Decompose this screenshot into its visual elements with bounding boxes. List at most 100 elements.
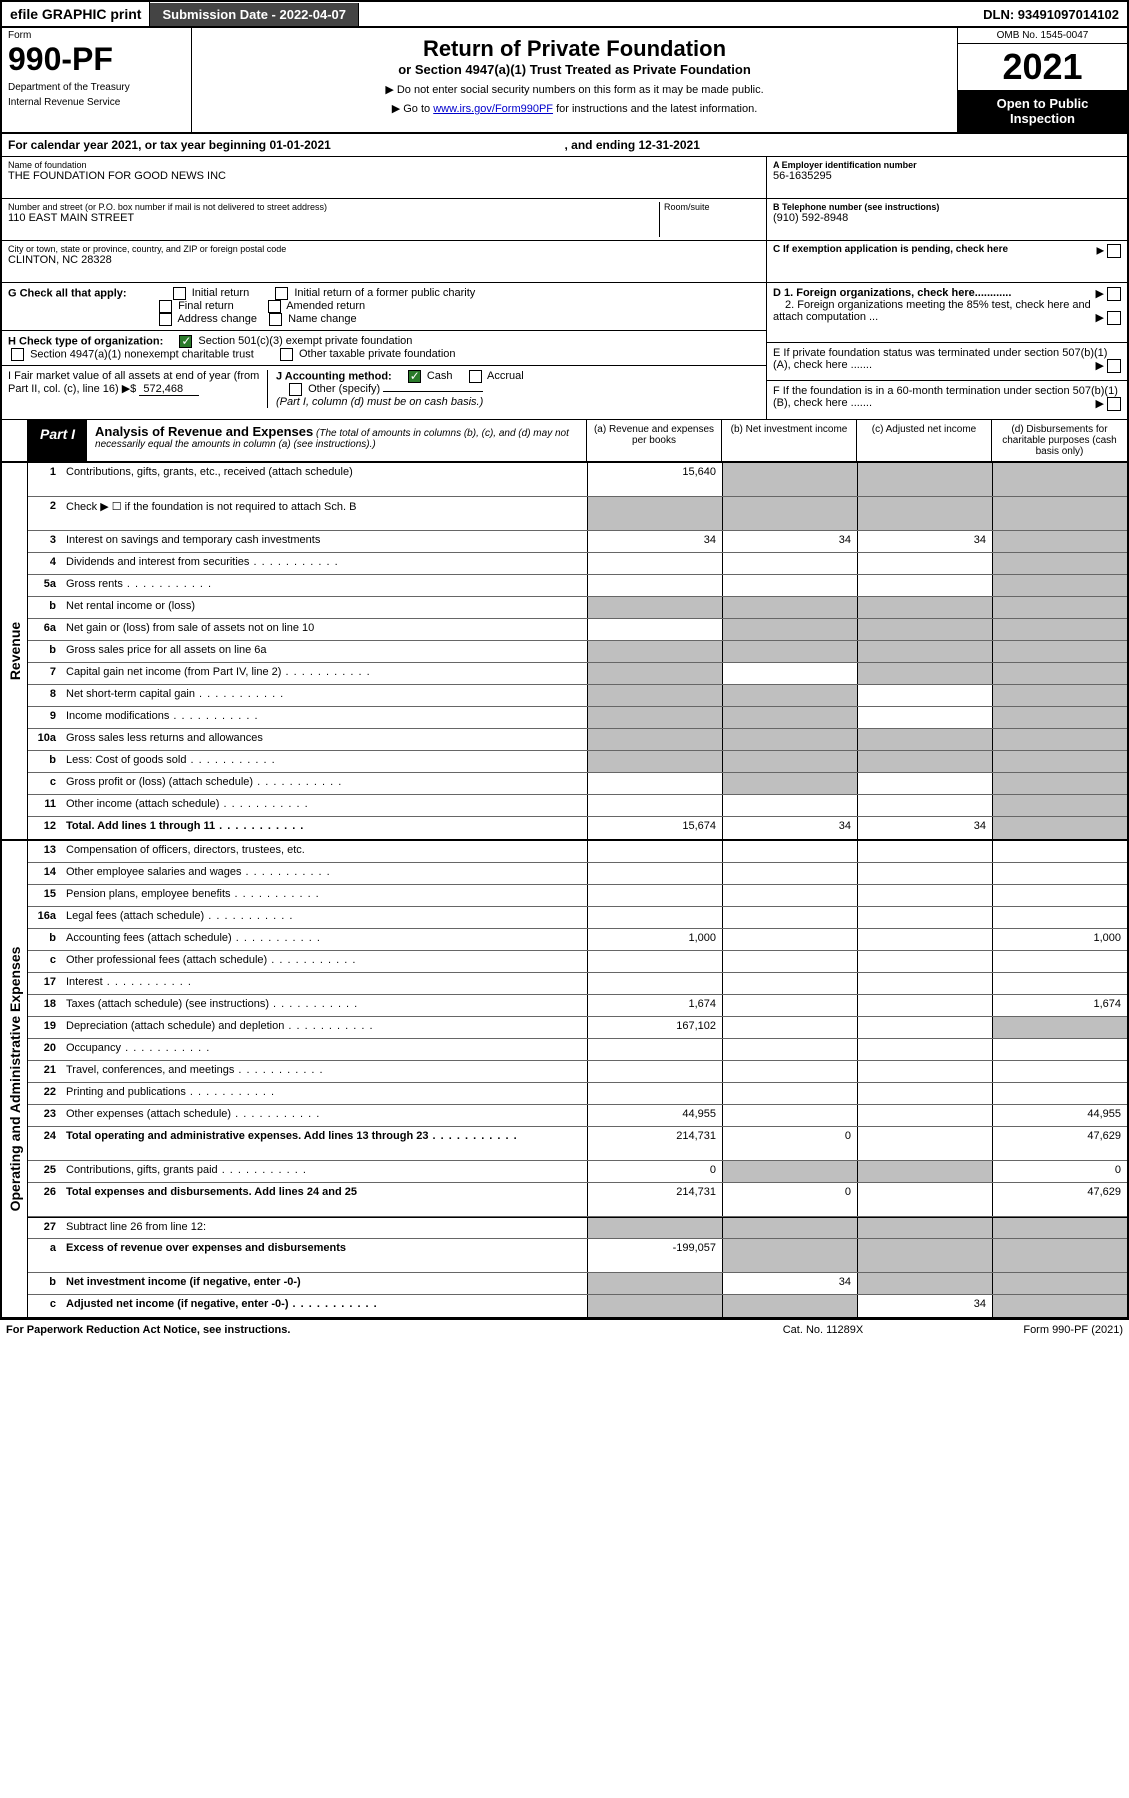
line-7: Capital gain net income (from Part IV, l… [62, 663, 587, 684]
col-c-header: (c) Adjusted net income [857, 420, 992, 461]
e-checkbox[interactable] [1107, 359, 1121, 373]
line-20: Occupancy [62, 1039, 587, 1060]
line-16a: Legal fees (attach schedule) [62, 907, 587, 928]
omb-number: OMB No. 1545-0047 [958, 28, 1127, 44]
line-10a: Gross sales less returns and allowances [62, 729, 587, 750]
form-number: 990-PF [8, 41, 185, 78]
ein-value: 56-1635295 [773, 170, 1121, 182]
ij-row: I Fair market value of all assets at end… [2, 366, 766, 412]
j-cash-checkbox[interactable] [408, 370, 421, 383]
line-6b: Gross sales price for all assets on line… [62, 641, 587, 662]
f-row: F If the foundation is in a 60-month ter… [767, 381, 1127, 419]
irs-label: Internal Revenue Service [8, 97, 185, 108]
city-state-zip: CLINTON, NC 28328 [8, 254, 760, 266]
line-4: Dividends and interest from securities [62, 553, 587, 574]
open-public-box: Open to Public Inspection [958, 90, 1127, 132]
d2-checkbox[interactable] [1107, 311, 1121, 325]
line-11: Other income (attach schedule) [62, 795, 587, 816]
h-501c3-checkbox[interactable] [179, 335, 192, 348]
line-27b: Net investment income (if negative, ente… [62, 1273, 587, 1294]
line-19: Depreciation (attach schedule) and deple… [62, 1017, 587, 1038]
line-3: Interest on savings and temporary cash i… [62, 531, 587, 552]
g-row: G Check all that apply: Initial return I… [2, 283, 766, 331]
h-row: H Check type of organization: Section 50… [2, 331, 766, 366]
f-checkbox[interactable] [1107, 397, 1121, 411]
line-16b: Accounting fees (attach schedule) [62, 929, 587, 950]
line-18: Taxes (attach schedule) (see instruction… [62, 995, 587, 1016]
city-cell: City or town, state or province, country… [2, 241, 766, 283]
g-name-checkbox[interactable] [269, 313, 282, 326]
h-4947-checkbox[interactable] [11, 348, 24, 361]
expenses-section: Operating and Administrative Expenses 13… [0, 841, 1129, 1319]
foundation-name: THE FOUNDATION FOR GOOD NEWS INC [8, 170, 760, 182]
c-checkbox[interactable] [1107, 244, 1121, 258]
line-27: Subtract line 26 from line 12: [62, 1218, 587, 1238]
line-27a: Excess of revenue over expenses and disb… [62, 1239, 587, 1272]
d1-checkbox[interactable] [1107, 287, 1121, 301]
j-other-checkbox[interactable] [289, 383, 302, 396]
line-25: Contributions, gifts, grants paid [62, 1161, 587, 1182]
calendar-year-row: For calendar year 2021, or tax year begi… [0, 134, 1129, 157]
line-22: Printing and publications [62, 1083, 587, 1104]
col-a-header: (a) Revenue and expenses per books [587, 420, 722, 461]
fmv-value: 572,468 [139, 383, 199, 396]
address-cell: Number and street (or P.O. box number if… [2, 199, 766, 241]
goto-note: ▶ Go to www.irs.gov/Form990PF for instru… [200, 102, 949, 115]
check-section: G Check all that apply: Initial return I… [0, 283, 1129, 419]
line-1: Contributions, gifts, grants, etc., rece… [62, 463, 587, 496]
part1-title: Analysis of Revenue and Expenses [95, 424, 313, 439]
foundation-info: Name of foundation THE FOUNDATION FOR GO… [0, 157, 1129, 283]
line-17: Interest [62, 973, 587, 994]
line-13: Compensation of officers, directors, tru… [62, 841, 587, 862]
part1-label: Part I [28, 420, 87, 461]
line-10b: Less: Cost of goods sold [62, 751, 587, 772]
line-15: Pension plans, employee benefits [62, 885, 587, 906]
phone-cell: B Telephone number (see instructions) (9… [767, 199, 1127, 241]
form-header: Form 990-PF Department of the Treasury I… [0, 28, 1129, 134]
year-beginning: For calendar year 2021, or tax year begi… [8, 138, 565, 152]
cat-number: Cat. No. 11289X [723, 1324, 923, 1336]
form-word: Form [8, 30, 185, 41]
irs-link[interactable]: www.irs.gov/Form990PF [433, 103, 553, 115]
g-address-checkbox[interactable] [159, 313, 172, 326]
form-ref: Form 990-PF (2021) [923, 1324, 1123, 1336]
line-8: Net short-term capital gain [62, 685, 587, 706]
year-ending: , and ending 12-31-2021 [565, 138, 1122, 152]
phone-value: (910) 592-8948 [773, 212, 1121, 224]
g-initial-checkbox[interactable] [173, 287, 186, 300]
dept-treasury: Department of the Treasury [8, 82, 185, 93]
line-24: Total operating and administrative expen… [62, 1127, 587, 1160]
e-row: E If private foundation status was termi… [767, 343, 1127, 381]
line-6a: Net gain or (loss) from sale of assets n… [62, 619, 587, 640]
h-other-checkbox[interactable] [280, 348, 293, 361]
form-subtitle: or Section 4947(a)(1) Trust Treated as P… [200, 62, 949, 77]
line-21: Travel, conferences, and meetings [62, 1061, 587, 1082]
submission-date: Submission Date - 2022-04-07 [150, 3, 359, 26]
street-address: 110 EAST MAIN STREET [8, 212, 655, 224]
tax-year: 2021 [958, 44, 1127, 90]
part1-header: Part I Analysis of Revenue and Expenses … [0, 419, 1129, 463]
top-bar: efile GRAPHIC print Submission Date - 20… [0, 0, 1129, 28]
revenue-vlabel: Revenue [2, 463, 28, 839]
ein-cell: A Employer identification number 56-1635… [767, 157, 1127, 199]
line-9: Income modifications [62, 707, 587, 728]
line-23: Other expenses (attach schedule) [62, 1105, 587, 1126]
foundation-name-cell: Name of foundation THE FOUNDATION FOR GO… [2, 157, 766, 199]
line-16c: Other professional fees (attach schedule… [62, 951, 587, 972]
paperwork-notice: For Paperwork Reduction Act Notice, see … [6, 1324, 723, 1336]
g-amended-checkbox[interactable] [268, 300, 281, 313]
exemption-pending: C If exemption application is pending, c… [767, 241, 1127, 283]
line-14: Other employee salaries and wages [62, 863, 587, 884]
line-5b: Net rental income or (loss) [62, 597, 587, 618]
form-title: Return of Private Foundation [200, 36, 949, 62]
efile-label: efile GRAPHIC print [2, 2, 150, 26]
g-final-checkbox[interactable] [159, 300, 172, 313]
ssn-warning: ▶ Do not enter social security numbers o… [200, 83, 949, 96]
col-d-header: (d) Disbursements for charitable purpose… [992, 420, 1127, 461]
expenses-vlabel: Operating and Administrative Expenses [2, 841, 28, 1317]
dln-label: DLN: 93491097014102 [975, 3, 1127, 26]
g-former-checkbox[interactable] [275, 287, 288, 300]
j-accrual-checkbox[interactable] [469, 370, 482, 383]
line-5a: Gross rents [62, 575, 587, 596]
line-12: Total. Add lines 1 through 11 [62, 817, 587, 839]
